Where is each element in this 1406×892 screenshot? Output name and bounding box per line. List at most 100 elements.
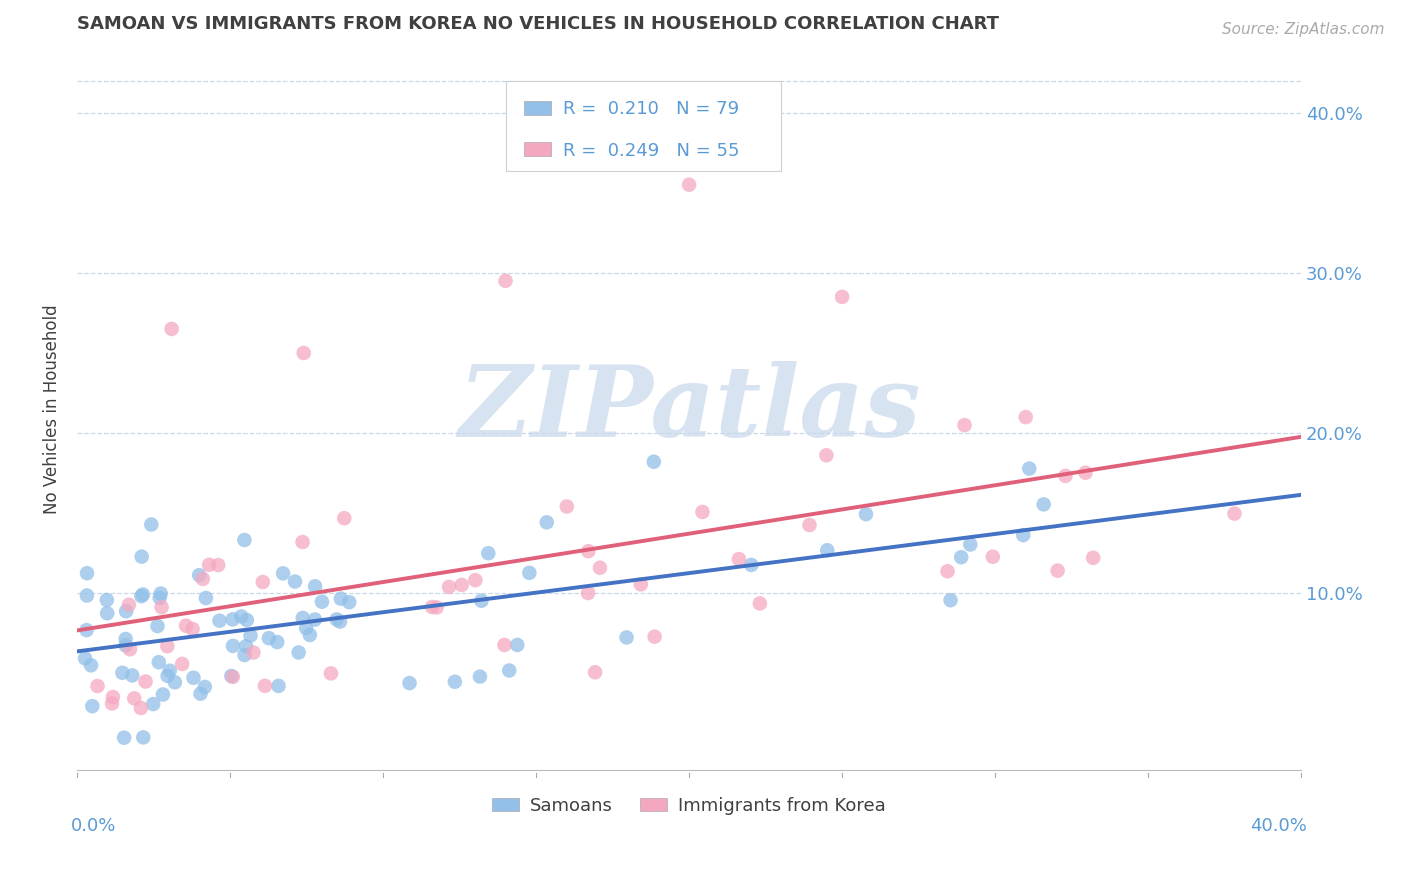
Point	[76, 589, 98, 603]
Point	[221, 669, 243, 683]
Point	[253, 679, 276, 693]
Point	[198, 558, 221, 572]
Point	[118, 642, 141, 657]
Point	[235, 639, 257, 653]
Point	[939, 593, 962, 607]
Point	[80, 658, 103, 673]
Point	[115, 604, 138, 618]
Point	[222, 639, 245, 653]
Point	[121, 668, 143, 682]
Point	[950, 550, 973, 565]
Point	[159, 664, 181, 678]
Point	[252, 575, 274, 590]
Point	[131, 589, 153, 603]
Text: 40.0%: 40.0%	[1250, 817, 1308, 835]
Point	[181, 622, 204, 636]
Point	[1012, 528, 1035, 542]
Point	[208, 614, 231, 628]
Point	[96, 593, 118, 607]
Point	[135, 674, 157, 689]
Point	[329, 615, 352, 629]
Point	[152, 688, 174, 702]
Point	[519, 566, 541, 580]
Point	[75, 651, 97, 665]
Point	[188, 568, 211, 582]
Point	[131, 549, 153, 564]
Point	[163, 675, 186, 690]
Point	[494, 638, 516, 652]
Y-axis label: No Vehicles in Household: No Vehicles in Household	[44, 304, 60, 514]
Point	[172, 657, 194, 671]
Point	[271, 566, 294, 581]
Point	[692, 505, 714, 519]
Point	[233, 648, 256, 662]
Point	[112, 731, 135, 745]
Point	[160, 322, 183, 336]
Point	[426, 600, 449, 615]
Point	[959, 537, 981, 551]
Text: Source: ZipAtlas.com: Source: ZipAtlas.com	[1222, 22, 1385, 37]
Point	[444, 674, 467, 689]
Point	[156, 639, 179, 653]
FancyBboxPatch shape	[524, 101, 551, 115]
Point	[174, 618, 197, 632]
Point	[129, 701, 152, 715]
Point	[748, 597, 770, 611]
Point	[207, 558, 229, 572]
Point	[183, 671, 205, 685]
Point	[291, 535, 314, 549]
Point	[398, 676, 420, 690]
Point	[233, 533, 256, 547]
Point	[242, 646, 264, 660]
Text: 0.0%: 0.0%	[70, 817, 117, 835]
Point	[194, 680, 217, 694]
Point	[616, 631, 638, 645]
Point	[470, 593, 492, 607]
Point	[319, 666, 342, 681]
Point	[287, 645, 309, 659]
Point	[231, 609, 253, 624]
Point	[437, 580, 460, 594]
Point	[149, 591, 172, 605]
Point	[149, 586, 172, 600]
Point	[495, 274, 517, 288]
Point	[329, 591, 352, 606]
Point	[420, 599, 443, 614]
Point	[141, 517, 163, 532]
Point	[291, 611, 314, 625]
FancyBboxPatch shape	[506, 81, 780, 171]
Point	[936, 564, 959, 578]
Point	[831, 290, 853, 304]
Text: R =  0.210   N = 79: R = 0.210 N = 79	[562, 101, 740, 119]
Point	[239, 628, 262, 642]
Point	[1015, 410, 1038, 425]
Text: R =  0.249   N = 55: R = 0.249 N = 55	[562, 142, 740, 160]
Point	[337, 595, 360, 609]
Point	[1054, 468, 1077, 483]
Point	[325, 612, 347, 626]
Point	[76, 566, 98, 581]
Point	[266, 635, 288, 649]
Point	[267, 679, 290, 693]
Point	[576, 586, 599, 600]
Point	[122, 691, 145, 706]
Point	[643, 455, 665, 469]
Point	[76, 623, 98, 637]
Text: ZIPatlas: ZIPatlas	[458, 361, 921, 458]
Point	[132, 731, 155, 745]
Point	[589, 561, 612, 575]
Point	[114, 632, 136, 646]
Point	[555, 500, 578, 514]
Point	[146, 619, 169, 633]
Point	[468, 670, 491, 684]
Point	[815, 448, 838, 462]
Point	[583, 665, 606, 680]
Point	[536, 516, 558, 530]
Point	[257, 631, 280, 645]
Point	[1018, 461, 1040, 475]
Point	[304, 579, 326, 593]
Point	[304, 613, 326, 627]
Point	[855, 507, 877, 521]
Point	[311, 595, 333, 609]
Point	[1081, 550, 1104, 565]
